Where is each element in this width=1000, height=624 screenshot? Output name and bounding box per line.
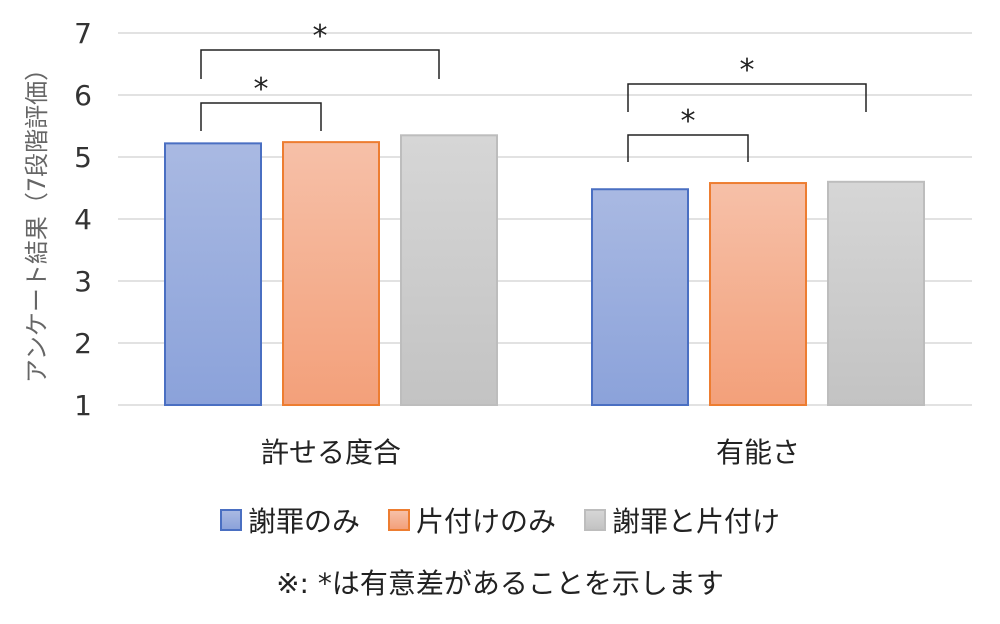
legend-label: 謝罪と片付け [612, 505, 781, 538]
y-tick-label: 1 [74, 389, 92, 422]
significance-star: * [254, 72, 269, 107]
legend-item: 謝罪と片付け [584, 500, 780, 540]
footnote: ※: *は有意差があることを示します [276, 567, 724, 600]
significance-bracket [627, 134, 749, 162]
y-axis-label: アンケート結果（7段階評価） [23, 57, 51, 383]
legend-swatch [387, 509, 410, 531]
bar-2-1 [591, 188, 689, 406]
y-tick-label: 4 [74, 203, 92, 236]
significance-brackets: * * * * [200, 19, 867, 162]
legend-label: 謝罪のみ [247, 505, 360, 538]
significance-bracket [200, 102, 322, 131]
y-tick-label: 5 [74, 141, 92, 174]
significance-bracket [200, 49, 440, 79]
bar-2-3 [827, 180, 925, 406]
legend: 謝罪のみ 片付けのみ 謝罪と片付け [0, 500, 1000, 540]
bar-2-2 [709, 182, 807, 406]
significance-star: * [313, 19, 328, 54]
y-tick-label: 6 [74, 79, 92, 112]
y-tick-label: 2 [74, 327, 92, 360]
legend-item: 片付けのみ [387, 500, 556, 540]
x-category-labels: 許せる度合 有能さ [261, 436, 800, 469]
significance-bracket [627, 83, 867, 112]
y-tick-label: 7 [74, 17, 92, 50]
legend-swatch [219, 509, 242, 531]
bar-1-3 [400, 134, 498, 407]
significance-star: * [681, 104, 696, 139]
bars [164, 134, 925, 407]
legend-swatch [584, 509, 606, 531]
y-tick-labels: 1 2 3 4 5 6 7 [74, 17, 92, 422]
legend-item: 謝罪のみ [219, 500, 360, 540]
significance-star: * [740, 53, 755, 88]
legend-label: 片付けのみ [415, 505, 556, 538]
category-label: 許せる度合 [261, 436, 401, 469]
y-tick-label: 3 [74, 265, 92, 298]
category-label: 有能さ [716, 436, 800, 469]
bar-1-1 [164, 142, 262, 407]
bar-1-2 [282, 141, 380, 406]
